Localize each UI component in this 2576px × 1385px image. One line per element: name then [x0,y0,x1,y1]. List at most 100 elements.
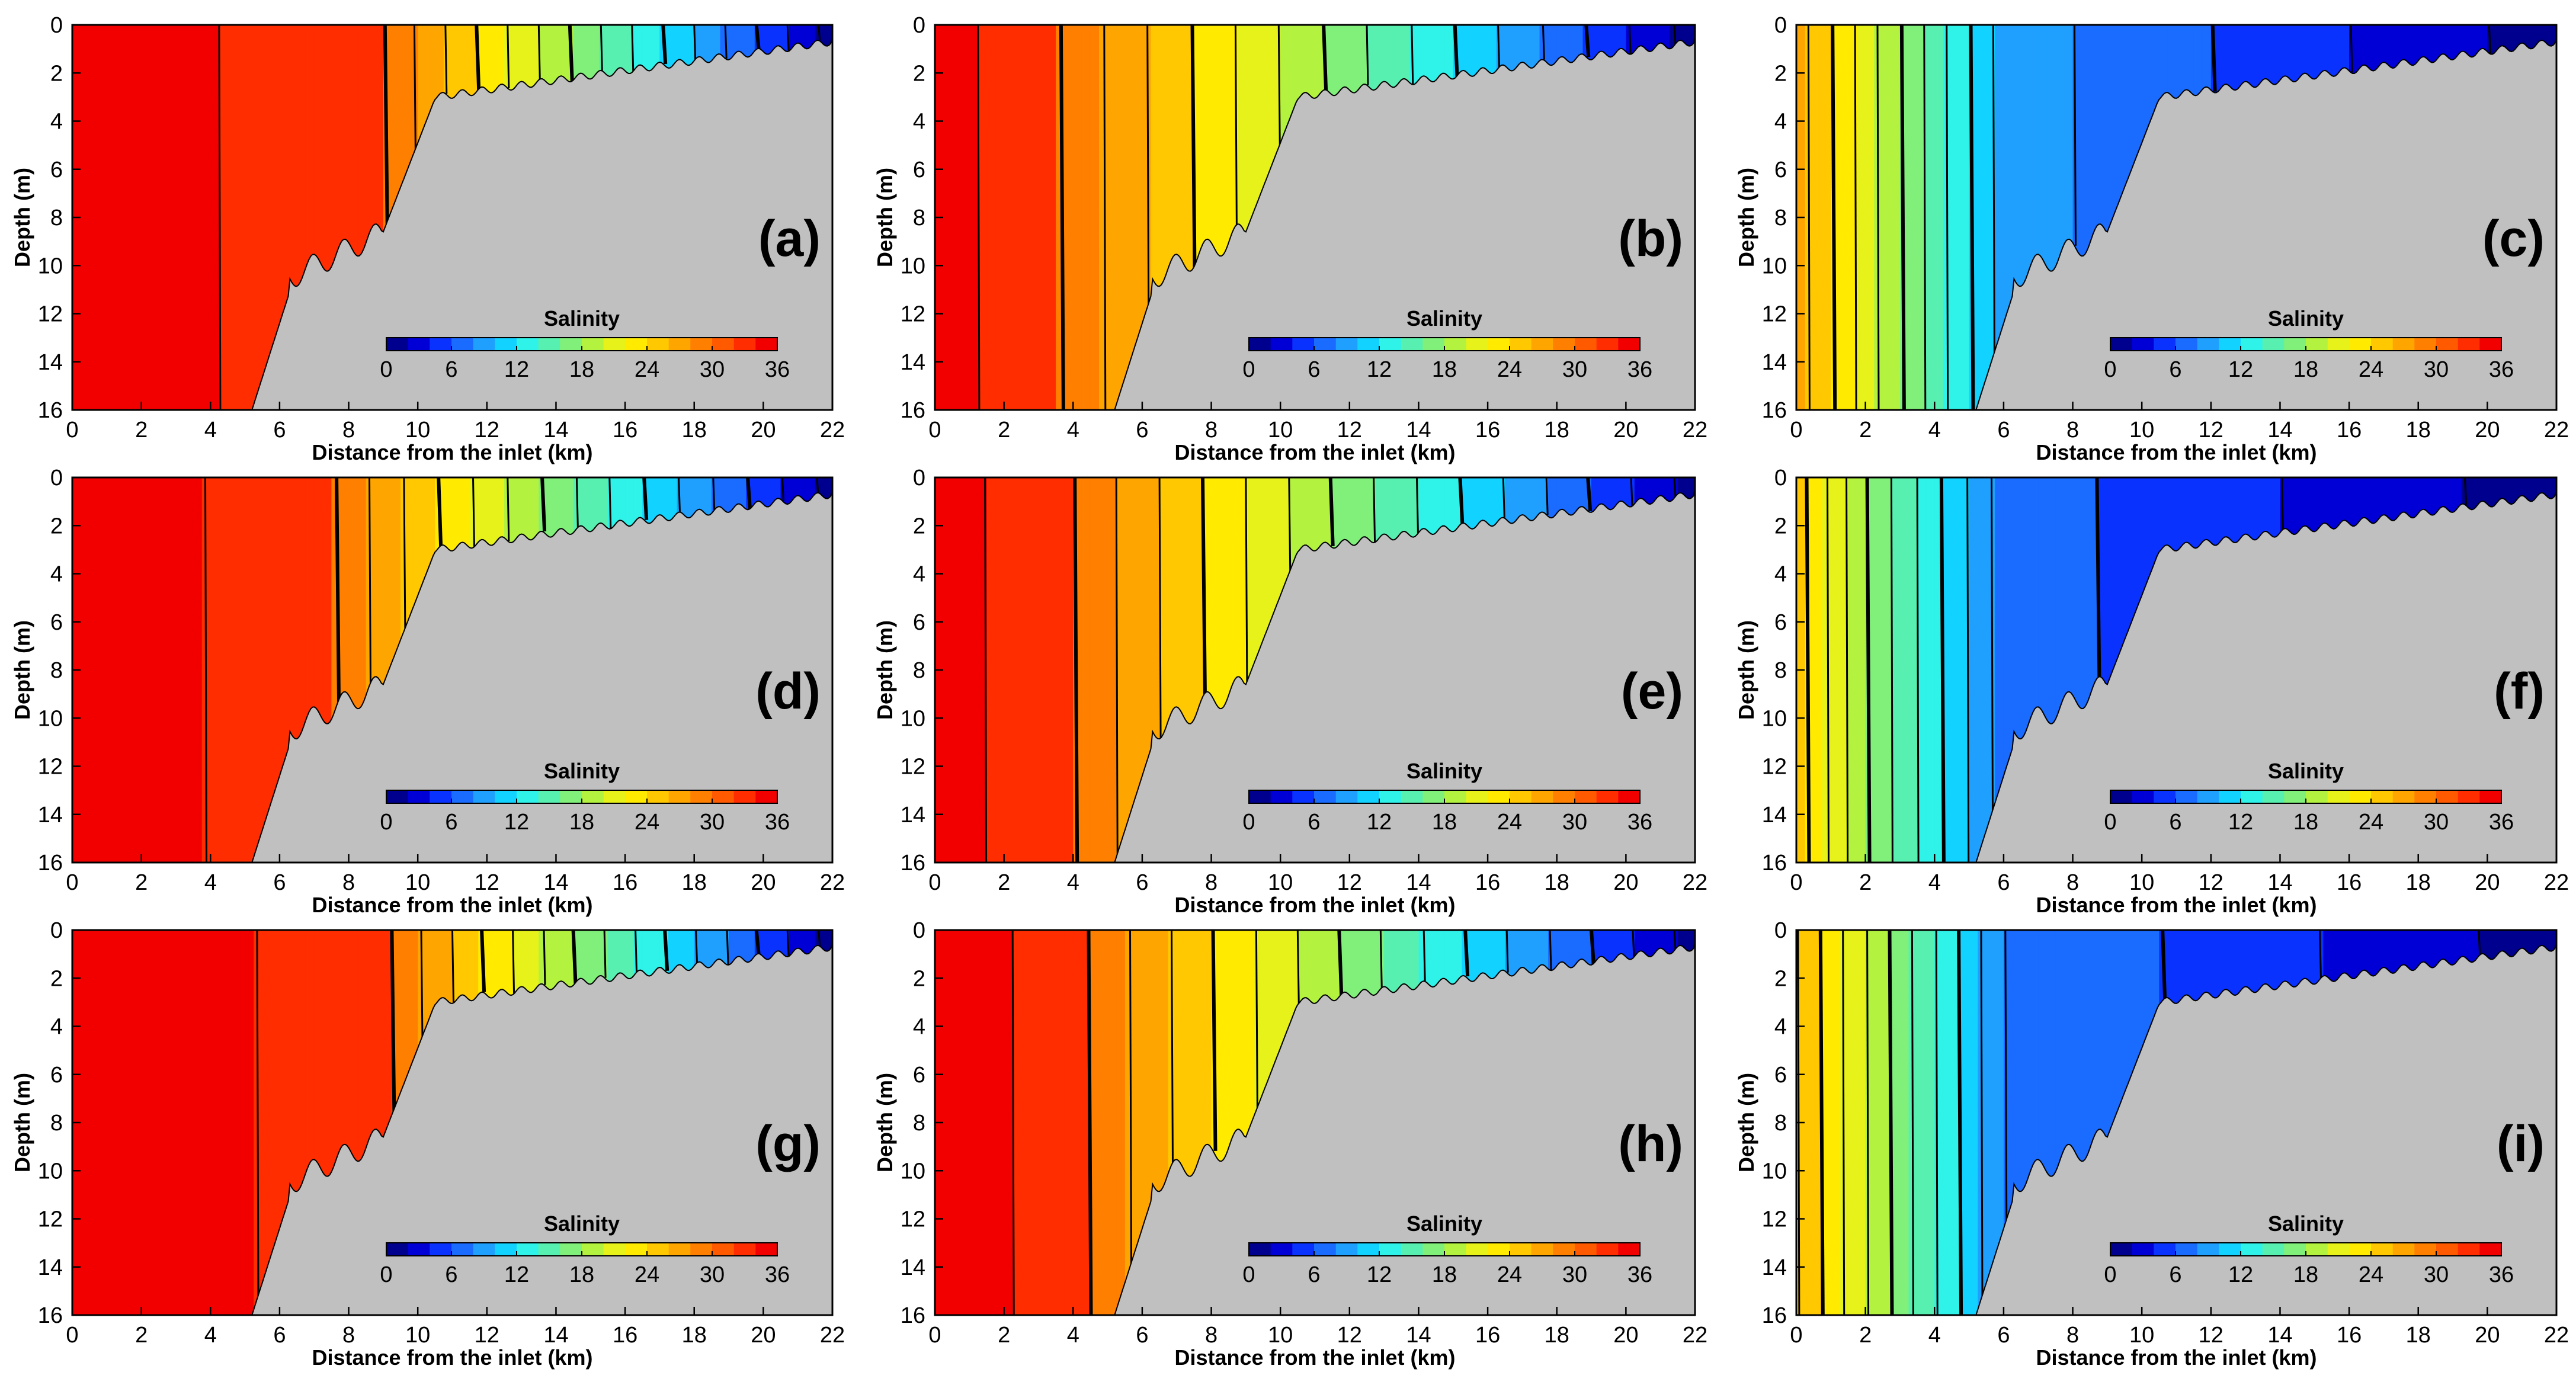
x-tick-label: 20 [751,1323,776,1348]
salinity-strip [1039,477,1048,863]
colorbar-tick-label: 6 [1308,1262,1320,1287]
colorbar-tick-label: 36 [1627,1262,1652,1287]
y-tick-label: 14 [901,803,925,828]
panel-label: (b) [1618,210,1683,267]
colorbar-segment [517,790,539,803]
x-tick-label: 12 [1337,418,1362,443]
colorbar-segment [1314,338,1337,351]
salinity-strip [1064,25,1074,410]
salinity-strip [960,25,970,410]
salinity-contour [218,24,222,411]
salinity-strip [150,930,159,1315]
salinity-contour [369,477,371,686]
colorbar-segment [1553,790,1575,803]
panel-label: (a) [758,210,821,267]
colorbar-segment [2132,790,2154,803]
colorbar-segment [1444,338,1467,351]
salinity-strip [236,25,246,410]
colorbar-segment [2241,1243,2263,1256]
x-tick-label: 2 [1859,870,1872,895]
salinity-contour [1957,929,1963,1316]
salinity-strip [184,930,194,1315]
salinity-contour [540,477,547,532]
colorbar-segment [1314,790,1337,803]
colorbar-title: Salinity [544,759,620,783]
colorbar-segment [2436,338,2459,351]
salinity-strip [167,25,177,410]
salinity-strip [1995,930,2004,1315]
y-axis-label: Depth (m) [1734,620,1758,720]
colorbar-tick-label: 30 [700,1262,725,1287]
salinity-strip [271,25,280,410]
salinity-strip [1039,930,1048,1315]
colorbar-segment [603,1243,626,1256]
y-tick-label: 16 [38,398,63,423]
colorbar-segment [1379,338,1402,351]
colorbar-segment [538,790,560,803]
x-tick-label: 22 [1683,418,1707,443]
colorbar-segment [2349,338,2372,351]
x-tick-label: 4 [204,418,217,443]
colorbar-title: Salinity [1406,1211,1482,1236]
colorbar-segment [1466,790,1488,803]
salinity-strip [133,930,142,1315]
colorbar-tick-label: 24 [2359,810,2383,835]
salinity-strip [986,477,996,863]
colorbar-segment [1401,338,1423,351]
x-tick-label: 8 [2066,870,2079,895]
colorbar-tick-label: 36 [2489,1262,2514,1287]
salinity-strip [1013,930,1022,1315]
y-tick-label: 8 [913,658,925,683]
salinity-contour [642,477,649,520]
colorbar-segment [495,790,517,803]
colorbar-segment [2458,790,2480,803]
salinity-contour [1935,929,1939,1316]
colorbar-segment [2262,1243,2285,1256]
salinity-contour [1115,477,1119,857]
salinity-contour [2095,477,2101,679]
x-tick-label: 18 [682,1323,707,1348]
colorbar-segment [2110,790,2133,803]
panel-h: 0 2 4 6 8 10 12 14 16 18 20 220246810121416Distance… [873,918,1707,1370]
x-tick-label: 22 [1683,1323,1707,1348]
y-tick-label: 14 [38,1255,63,1280]
colorbar-segment [517,1243,539,1256]
salinity-contour [1255,929,1258,1111]
colorbar-tick-label: 0 [1242,357,1255,382]
salinity-strip [1969,477,1978,863]
colorbar-segment [1357,1243,1380,1256]
colorbar-segment [1422,790,1445,803]
colorbar-tick-label: 0 [2104,1262,2116,1287]
colorbar-segment [668,1243,691,1256]
salinity-contour [818,24,821,41]
salinity-strip [943,477,953,863]
salinity-contour [437,477,443,549]
colorbar-tick-label: 18 [2293,810,2318,835]
y-tick-label: 6 [1774,1063,1787,1088]
colorbar-segment [1401,1243,1423,1256]
colorbar-segment [2262,790,2285,803]
colorbar-segment [1488,1243,1510,1256]
colorbar-segment [2197,790,2219,803]
salinity-strip [210,930,220,1315]
colorbar-segment [2284,338,2306,351]
colorbar-tick-label: 18 [1432,1262,1457,1287]
colorbar-segment [2392,338,2415,351]
colorbar-tick-label: 18 [2293,357,2318,382]
x-tick-label: 4 [204,870,217,895]
salinity-contour [1831,24,1837,411]
colorbar-segment [408,790,430,803]
salinity-strip [1116,25,1126,410]
salinity-strip [943,25,953,410]
panel-b: 0 2 4 6 8 10 12 14 16 18 20 220246810121416Distance… [873,13,1707,464]
panel-i: 0 2 4 6 8 10 12 14 16 18 20 220246810121416Distance… [1734,918,2569,1370]
y-tick-label: 8 [50,1111,63,1136]
salinity-strip [986,25,996,410]
salinity-contour [2350,24,2353,73]
salinity-strip [1900,477,1909,863]
colorbar-tick-label: 24 [635,1262,659,1287]
salinity-contour [1337,929,1344,997]
colorbar-segment [1401,790,1423,803]
y-tick-label: 2 [1774,61,1787,86]
salinity-strip [1047,25,1056,410]
